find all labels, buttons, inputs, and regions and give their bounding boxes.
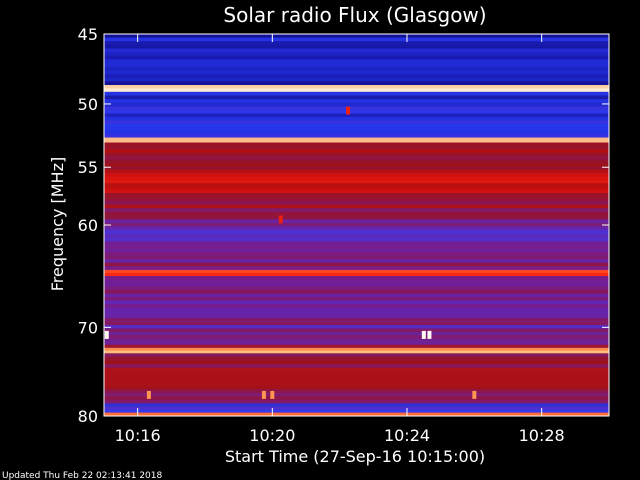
- x-axis: 10:16 10:20 10:24 10:28: [103, 33, 610, 445]
- burst-point: [270, 390, 275, 399]
- y-tick-label: 70: [78, 318, 98, 337]
- frequency-band: [104, 403, 609, 413]
- y-tick-label: 60: [78, 216, 98, 235]
- frequency-band: [104, 137, 609, 143]
- y-tick-label: 50: [78, 95, 98, 114]
- chart-title: Solar radio Flux (Glasgow): [223, 3, 486, 27]
- frequency-band: [104, 142, 609, 174]
- y-tick-label: 55: [78, 158, 98, 177]
- frequency-band: [104, 347, 609, 354]
- x-tick-label: 10:20: [249, 426, 295, 445]
- plot-frame: [103, 33, 610, 417]
- burst-point: [261, 390, 266, 399]
- burst-point: [427, 330, 432, 339]
- frequency-band: [104, 106, 609, 138]
- burst-point: [421, 330, 426, 339]
- frequency-band: [104, 412, 609, 416]
- burst-point: [472, 390, 477, 399]
- frequency-band: [104, 91, 609, 107]
- frequency-band: [104, 193, 609, 220]
- burst-point: [346, 106, 351, 115]
- frequency-band: [104, 173, 609, 194]
- burst-point: [146, 390, 151, 399]
- burst-point: [278, 215, 283, 224]
- frequency-band: [104, 332, 609, 348]
- x-tick-label: 10:24: [384, 426, 430, 445]
- x-tick-label: 10:16: [115, 426, 161, 445]
- frequency-band: [104, 74, 609, 86]
- x-axis-label: Start Time (27-Sep-16 10:15:00): [225, 447, 485, 466]
- frequency-band: [104, 34, 609, 75]
- plot-area: [104, 34, 609, 416]
- y-axis-label: Frequency [MHz]: [48, 157, 67, 291]
- y-tick-label: 45: [78, 25, 98, 44]
- x-tick-label: 10:28: [519, 426, 565, 445]
- frequency-band: [104, 241, 609, 270]
- frequency-band: [104, 269, 609, 277]
- burst-point: [104, 330, 109, 339]
- y-axis: 45 50 55 60 70 80: [78, 25, 609, 426]
- frequency-band: [104, 353, 609, 404]
- y-tick-label: 80: [78, 407, 98, 426]
- frequency-band: [104, 219, 609, 242]
- frequency-band: [104, 276, 609, 333]
- updated-timestamp: Updated Thu Feb 22 02:13:41 2018: [2, 471, 163, 480]
- frequency-band: [104, 85, 609, 92]
